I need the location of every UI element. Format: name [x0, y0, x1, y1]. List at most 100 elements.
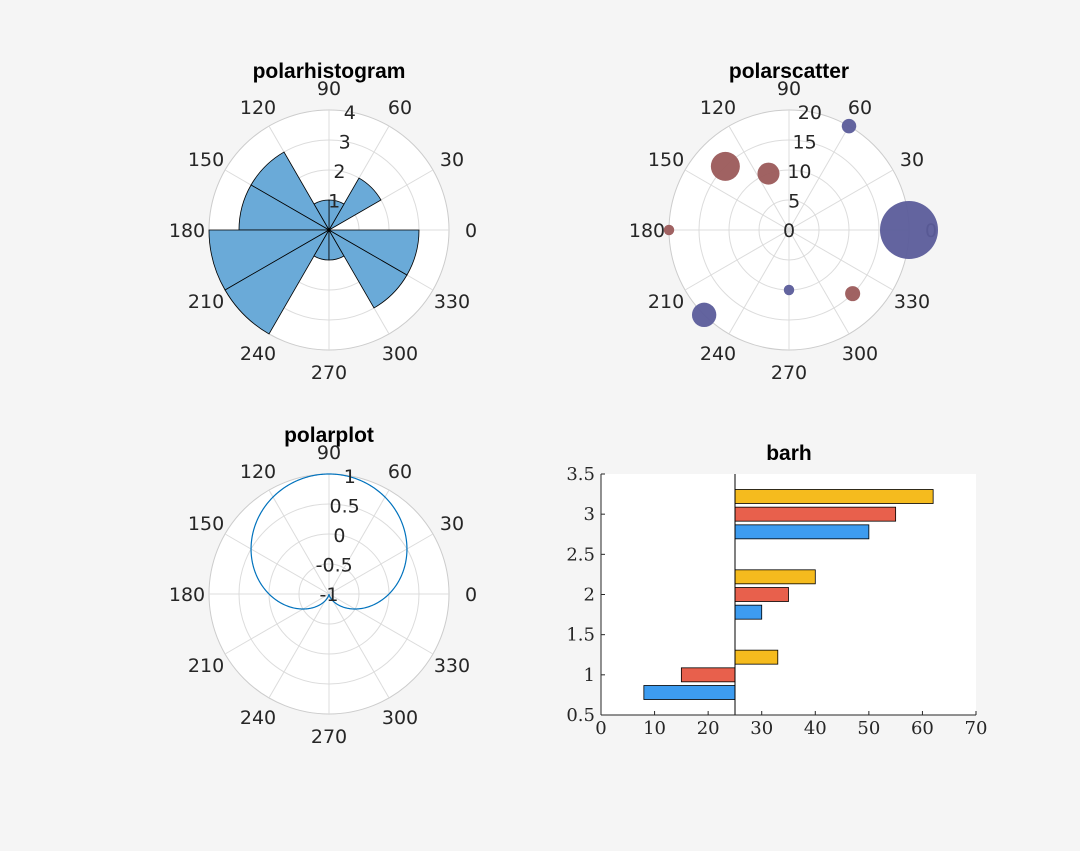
polarscatter-theta-tick-label: 270: [771, 362, 807, 384]
histogram-wedge: [327, 177, 382, 232]
polarscatter-r-tick-label: 10: [787, 161, 811, 183]
polarscatter-theta-tick-label: 180: [629, 220, 665, 242]
bar: [734, 649, 779, 665]
scatter-point: [880, 201, 938, 259]
polarplot-theta-tick-label: 240: [240, 707, 276, 729]
x-tick-label: 30: [750, 718, 773, 739]
barh-title: barh: [766, 442, 812, 465]
x-tick-label: 40: [804, 718, 827, 739]
polarhistogram-theta-tick-label: 270: [311, 362, 347, 384]
polarplot-chart: polarplot 0 30 60 90 120 150 180 210 240 270 300 33…: [169, 424, 477, 748]
barh-ticks: 0 10 20 30 40 50 60 70 0.5 1 1.5 2 2.5 3 3.5: [566, 464, 987, 739]
polarscatter-theta-tick-label: 240: [700, 343, 736, 365]
barh-chart: barh 0 10 20 30 40 50 60 70 0.5 1 1.5 2 2.5 3 3.5: [566, 442, 987, 739]
y-tick-label: 3.5: [566, 464, 595, 485]
bar: [734, 587, 789, 602]
polarplot-title: polarplot: [284, 424, 374, 447]
histogram-wedge: [224, 228, 331, 335]
x-tick-label: 60: [911, 718, 934, 739]
polarplot-line: [250, 473, 408, 610]
scatter-point: [783, 284, 795, 296]
scatter-point: [845, 286, 861, 302]
polarplot-theta-tick-label: 150: [188, 513, 224, 535]
polarplot-theta-tick-label: 90: [317, 442, 341, 464]
x-tick-label: 50: [857, 718, 880, 739]
polarplot-theta-tick-label: 0: [465, 584, 477, 606]
polarhistogram-theta-tick-label: 210: [188, 291, 224, 313]
x-tick-label: 0: [595, 718, 606, 739]
polarscatter-theta-tick-label: 150: [648, 149, 684, 171]
polarplot-theta-tick-label: 30: [440, 513, 464, 535]
scatter-point: [663, 224, 675, 236]
bar: [680, 667, 736, 683]
polarscatter-theta-tick-label: 60: [848, 97, 872, 119]
barh-bars: [643, 489, 934, 700]
y-tick-label: 2.5: [566, 544, 595, 565]
polarscatter-theta-tick-label: 300: [842, 343, 878, 365]
polarplot-r-tick-label: 1: [344, 466, 356, 488]
bar: [734, 604, 763, 620]
polarhistogram-r-tick-label: 1: [328, 190, 340, 212]
polarscatter-points: [663, 118, 938, 328]
polarplot-r-tick-label: 0.5: [330, 495, 360, 517]
polarscatter-theta-tick-label: 30: [900, 149, 924, 171]
bar: [734, 569, 816, 585]
x-tick-label: 70: [965, 718, 988, 739]
polarhistogram-theta-tick-label: 240: [240, 343, 276, 365]
polarscatter-labels: 030609012015018021024027030033005101520: [629, 78, 937, 384]
bar: [643, 685, 736, 700]
polarscatter-r-tick-label: 15: [793, 131, 817, 153]
polarplot-r-tick-label: -0.5: [316, 554, 353, 576]
polarplot-theta-tick-label: 330: [434, 655, 470, 677]
polarhistogram-theta-tick-label: 120: [240, 97, 276, 119]
polarplot-theta-tick-label: 60: [388, 461, 412, 483]
polarhistogram-theta-tick-label: 300: [382, 343, 418, 365]
histogram-wedge: [327, 229, 420, 276]
bar: [734, 489, 934, 504]
x-tick-label: 20: [697, 718, 720, 739]
polarhistogram-theta-tick-label: 0: [465, 220, 477, 242]
y-tick-label: 1.5: [566, 625, 595, 646]
y-tick-label: 0.5: [566, 705, 595, 726]
bar: [734, 506, 897, 522]
polarscatter-r-tick-label: 20: [798, 102, 822, 124]
polarhistogram-r-tick-label: 2: [333, 161, 345, 183]
polarscatter-title: polarscatter: [729, 60, 849, 83]
polarplot-theta-tick-label: 210: [188, 655, 224, 677]
polarplot-theta-tick-label: 270: [311, 726, 347, 748]
polarscatter-theta-tick-label: 120: [700, 97, 736, 119]
polarscatter-r-tick-label: 0: [783, 220, 795, 242]
polarscatter-spoke: [684, 169, 894, 291]
polar-line: [250, 473, 408, 610]
polarhistogram-theta-tick-label: 30: [440, 149, 464, 171]
y-tick-label: 3: [584, 504, 595, 525]
polarscatter-chart: polarscatter 0 30 60 90 120 150 180 210 240 270 30…: [629, 60, 938, 384]
polarhistogram-title: polarhistogram: [253, 60, 406, 83]
y-tick-label: 2: [584, 585, 595, 606]
scatter-point: [757, 162, 780, 185]
polarhistogram-chart: polarhistogram 0 30 60 90 120 150 180 210 240 270…: [169, 60, 477, 384]
polarplot-labels: 0 30 60 90 120 150 180 210 240 270 300 330 -1 -0.5 0 0.…: [169, 442, 477, 748]
polarhistogram-theta-tick-label: 180: [169, 220, 205, 242]
polarscatter-theta-tick-label: 330: [894, 291, 930, 313]
polarplot-theta-tick-label: 180: [169, 584, 205, 606]
polarhistogram-r-tick-label: 3: [339, 131, 351, 153]
y-tick-label: 1: [584, 665, 595, 686]
polarplot-theta-tick-label: 120: [240, 461, 276, 483]
polarhistogram-theta-tick-label: 330: [434, 291, 470, 313]
polarhistogram-labels: 0 30 60 90 120 150 180 210 240 270 300 330 1 2 3 4: [169, 78, 477, 384]
x-tick-label: 10: [643, 718, 666, 739]
bar: [734, 524, 870, 540]
polarplot-theta-tick-label: 300: [382, 707, 418, 729]
polarhistogram-r-tick-label: 4: [344, 102, 356, 124]
polarhistogram-theta-tick-label: 90: [317, 78, 341, 100]
polarscatter-r-tick-label: 5: [788, 190, 800, 212]
polarplot-r-tick-label: -1: [320, 584, 339, 606]
scatter-point: [710, 151, 740, 181]
polarscatter-theta-tick-label: 90: [777, 78, 801, 100]
polarhistogram-bars: [208, 151, 420, 335]
scatter-point: [691, 302, 717, 328]
polarplot-r-tick-label: 0: [333, 525, 345, 547]
polarhistogram-theta-tick-label: 60: [388, 97, 412, 119]
